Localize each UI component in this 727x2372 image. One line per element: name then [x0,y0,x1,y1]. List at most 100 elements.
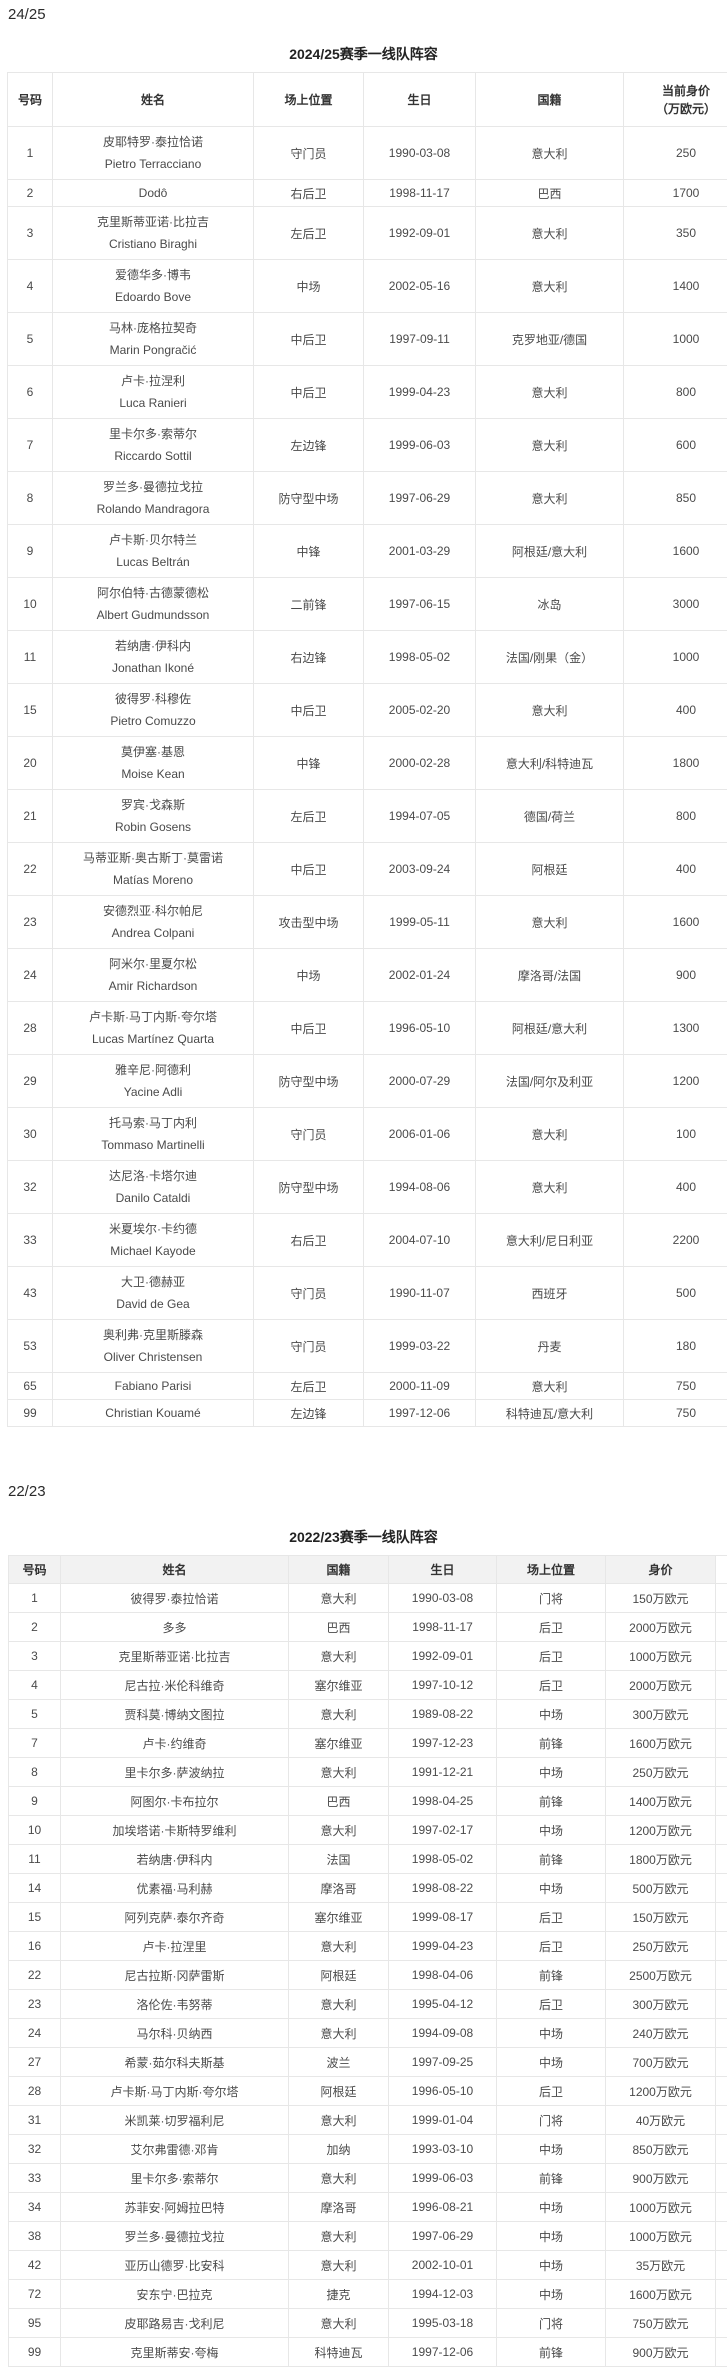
cell-clipped [715,2134,727,2164]
cell-position: 后卫 [496,1612,606,1642]
cell-nationality: 科特迪瓦 [288,2337,389,2367]
cell-name: 尼古拉斯·冈萨雷斯 [60,1960,289,1990]
cell-value: 400 [623,1160,727,1214]
cell-name: 尼古拉·米伦科维奇 [60,1670,289,1700]
cell-clipped [715,1699,727,1729]
cell-position: 后卫 [496,1931,606,1961]
cell-position: 左后卫 [253,789,364,843]
player-row: 28 卢卡斯·马丁内斯·夸尔塔 Lucas Martínez Quarta 中后卫 19… [7,1001,727,1055]
player-row: 38 罗兰多·曼德拉戈拉 意大利 1997-06-29 中场 1000万欧元 [8,2221,727,2251]
cell-position: 前锋 [496,1960,606,1990]
cell-clipped [715,1670,727,1700]
cell-value: 1000万欧元 [605,2221,716,2251]
cell-position: 左后卫 [253,206,364,260]
cell-value: 700万欧元 [605,2047,716,2077]
cell-name: 米凯莱·切罗福利尼 [60,2105,289,2135]
cell-number: 28 [8,2076,61,2106]
player-row: 72 安东宁·巴拉克 捷克 1994-12-03 中场 1600万欧元 [8,2279,727,2309]
cell-value: 150万欧元 [605,1583,716,1613]
cell-name: 罗兰多·曼德拉戈拉 [60,2221,289,2251]
cell-value: 1600 [623,895,727,949]
header-cell-position: 场上位置 [253,72,364,127]
player-row: 8 里卡尔多·萨波纳拉 意大利 1991-12-21 中场 250万欧元 [8,1757,727,1787]
cell-birthday: 1999-08-17 [388,1902,497,1932]
cell-position: 中后卫 [253,1001,364,1055]
cell-value: 900万欧元 [605,2163,716,2193]
cell-birthday: 2002-05-16 [363,259,476,313]
player-row: 1 皮耶特罗·泰拉恰诺 Pietro Terracciano 守门员 1990-03-0… [7,126,727,180]
player-name-cn: 雅辛尼·阿德利 [115,1063,191,1077]
cell-nationality: 巴西 [475,179,624,207]
cell-number: 7 [7,418,53,472]
header-cell-birthday: 生日 [363,72,476,127]
cell-position: 中后卫 [253,312,364,366]
cell-number: 20 [7,736,53,790]
player-row: 99 Christian Kouamé 左边锋 1997-12-06 科特迪瓦/意大利 7… [7,1399,727,1427]
cell-nationality: 克罗地亚/德国 [475,312,624,366]
cell-number: 11 [7,630,53,684]
cell-nationality: 塞尔维亚 [288,1902,389,1932]
cell-number: 34 [8,2192,61,2222]
cell-clipped [715,2076,727,2106]
player-row: 7 里卡尔多·索蒂尔 Riccardo Sottil 左边锋 1999-06-03 意大利… [7,418,727,472]
player-name-en: Luca Ranieri [119,396,187,410]
player-row: 20 莫伊塞·基恩 Moise Kean 中锋 2000-02-28 意大利/科特迪瓦 18… [7,736,727,790]
cell-name: 若纳唐·伊科内 [60,1844,289,1874]
cell-nationality: 意大利 [288,2163,389,2193]
cell-birthday: 1998-04-25 [388,1786,497,1816]
cell-birthday: 1998-05-02 [363,630,476,684]
cell-clipped [715,1728,727,1758]
player-row: 30 托马索·马丁内利 Tommaso Martinelli 守门员 2006-01-0… [7,1107,727,1161]
player-row: 5 马林·庞格拉契奇 Marin Pongračić 中后卫 1997-09-11 克罗地… [7,312,727,366]
cell-birthday: 1997-06-29 [388,2221,497,2251]
player-row: 11 若纳唐·伊科内 Jonathan Ikoné 右边锋 1998-05-02 法国/刚… [7,630,727,684]
cell-number: 10 [7,577,53,631]
header-cell-value: 当前身价 （万欧元） [623,72,727,127]
cell-nationality: 摩洛哥/法国 [475,948,624,1002]
cell-nationality: 阿根廷/意大利 [475,524,624,578]
cell-position: 左边锋 [253,1399,364,1427]
cell-name: 罗宾·戈森斯 Robin Gosens [52,789,254,843]
cell-number: 2 [7,179,53,207]
player-name-cn: 卢卡斯·贝尔特兰 [109,533,197,547]
cell-clipped [715,2192,727,2222]
player-name-cn: 奥利弗·克里斯滕森 [103,1328,203,1342]
cell-nationality: 冰岛 [475,577,624,631]
cell-number: 33 [7,1213,53,1267]
cell-clipped [715,1960,727,1990]
header-cell-name: 姓名 [52,72,254,127]
cell-name: 阿列克萨·泰尔齐奇 [60,1902,289,1932]
header-cell-position: 场上位置 [496,1555,606,1584]
player-name-en: Cristiano Biraghi [108,237,198,251]
player-name-en: Marin Pongračić [109,343,197,357]
cell-name: Dodô [52,179,254,207]
cell-clipped [715,1786,727,1816]
cell-position: 中场 [253,948,364,1002]
cell-nationality: 意大利 [475,895,624,949]
table2-body: 1 彼得罗·泰拉恰诺 意大利 1990-03-08 门将 150万欧元 2 多多 巴西 1998-… [8,1583,727,2367]
player-name-cn: 阿尔伯特·古德蒙德松 [97,586,209,600]
cell-position: 中场 [496,1815,606,1845]
player-name-cn: 马林·庞格拉契奇 [109,321,197,335]
cell-number: 1 [7,126,53,180]
cell-position: 中场 [496,2221,606,2251]
cell-name: 卢卡斯·马丁内斯·夸尔塔 [60,2076,289,2106]
cell-birthday: 1997-06-29 [363,471,476,525]
cell-birthday: 1994-07-05 [363,789,476,843]
cell-position: 后卫 [496,2076,606,2106]
cell-name: 罗兰多·曼德拉戈拉 Rolando Mandragora [52,471,254,525]
cell-name: 洛伦佐·韦努蒂 [60,1989,289,2019]
cell-birthday: 1997-12-06 [363,1399,476,1427]
cell-position: 右后卫 [253,179,364,207]
cell-number: 29 [7,1054,53,1108]
cell-number: 7 [8,1728,61,1758]
cell-birthday: 1995-04-12 [388,1989,497,2019]
cell-nationality: 法国/阿尔及利亚 [475,1054,624,1108]
player-name-en: Matías Moreno [112,873,194,887]
player-name-cn: 马蒂亚斯·奥古斯丁·莫雷诺 [83,851,223,865]
player-row: 22 马蒂亚斯·奥古斯丁·莫雷诺 Matías Moreno 中后卫 2003-09-2… [7,842,727,896]
cell-number: 15 [8,1902,61,1932]
cell-nationality: 法国/刚果（金） [475,630,624,684]
player-name-cn: 阿米尔·里夏尔松 [109,957,197,971]
cell-name: 若纳唐·伊科内 Jonathan Ikoné [52,630,254,684]
